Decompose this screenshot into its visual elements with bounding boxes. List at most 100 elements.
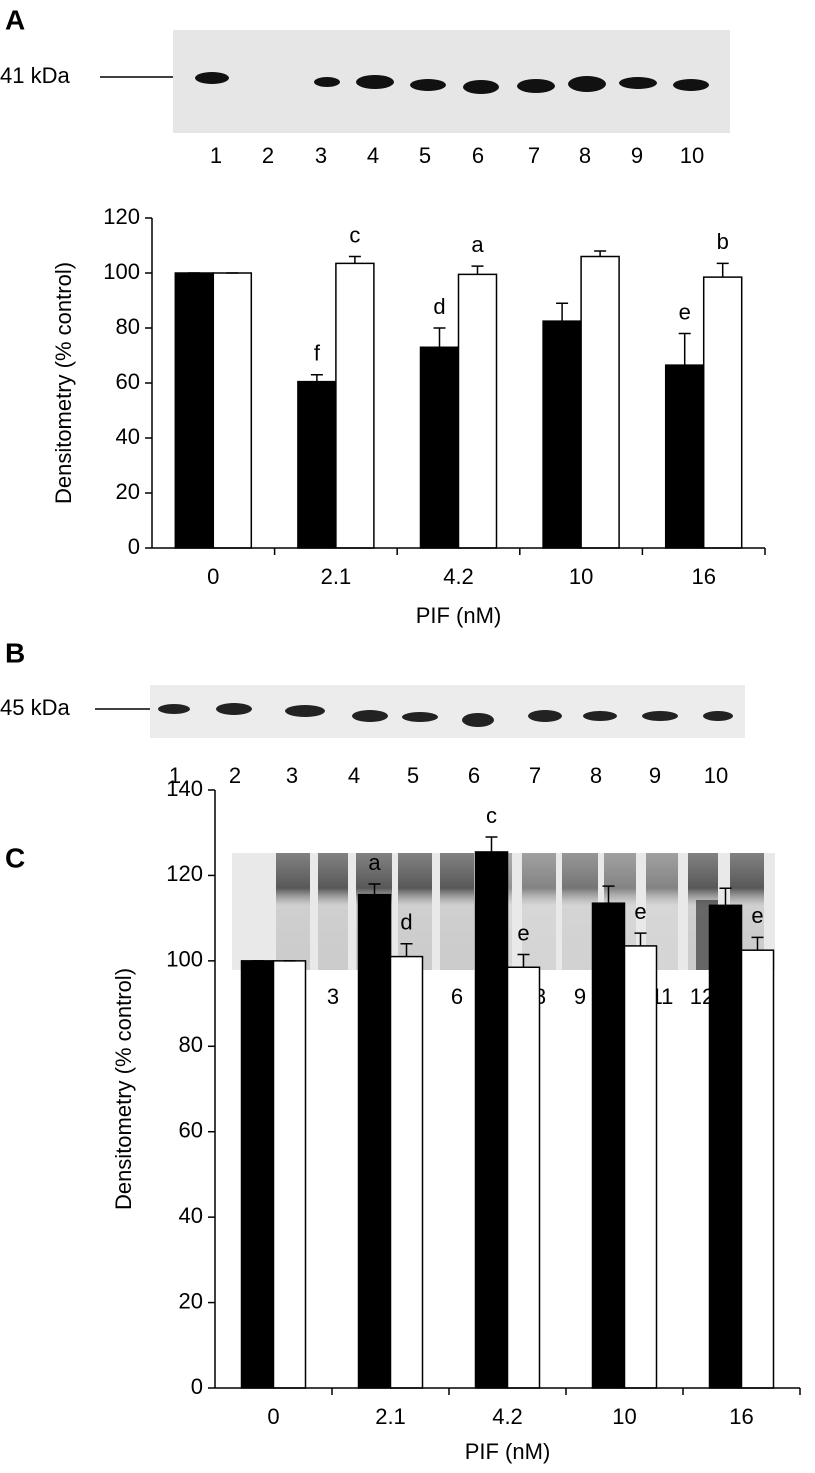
lane-label: 5 — [407, 763, 419, 788]
error-bar — [556, 302, 569, 322]
error-bar — [348, 255, 361, 264]
error-bar — [634, 932, 647, 946]
lane-label: 9 — [631, 143, 643, 168]
lane-label: 3 — [286, 763, 298, 788]
bar — [212, 272, 253, 549]
panel-label: B — [5, 637, 25, 668]
lane-label: 7 — [529, 763, 541, 788]
bar — [457, 273, 498, 549]
y-axis-label: Densitometry (% control) — [51, 262, 76, 504]
annotation: a — [471, 232, 484, 257]
bar — [591, 902, 626, 1389]
annotation: b — [717, 229, 729, 254]
x-axis-label: PIF (nM) — [465, 1439, 551, 1464]
annotation: c — [349, 222, 360, 247]
bar — [580, 255, 620, 549]
x-tick-label: 0 — [267, 1404, 279, 1429]
bar — [708, 904, 743, 1389]
error-bar — [433, 327, 446, 348]
bar — [623, 945, 658, 1389]
lane-label: 8 — [590, 763, 602, 788]
x-tick-label: 10 — [612, 1404, 636, 1429]
error-bar — [716, 262, 729, 278]
y-tick-label: 140 — [166, 776, 203, 801]
bar — [506, 966, 541, 1389]
annotation: c — [486, 803, 497, 828]
x-tick-label: 2.1 — [321, 564, 352, 589]
bar — [297, 380, 337, 549]
annotation: e — [517, 920, 529, 945]
panel-label: A — [5, 4, 25, 35]
lane-label: 1 — [210, 143, 222, 168]
error-bar — [751, 936, 764, 951]
marker-label: 41 kDa — [0, 63, 70, 88]
bar — [474, 851, 509, 1389]
x-tick-label: 4.2 — [492, 1404, 523, 1429]
lane-label: 3 — [327, 984, 339, 1009]
lane-label: 1 — [169, 763, 181, 788]
y-tick-label: 0 — [128, 534, 140, 559]
bar — [272, 960, 307, 1389]
bar — [240, 960, 275, 1389]
bar — [542, 320, 582, 549]
blot-a-bands — [195, 72, 709, 94]
y-tick-label: 40 — [116, 424, 140, 449]
lane-label: 3 — [315, 143, 327, 168]
lane-label: 2 — [229, 763, 241, 788]
panel-label: C — [5, 842, 25, 873]
y-axis-label: Densitometry (% control) — [111, 968, 136, 1210]
bar — [740, 949, 775, 1389]
annotation: e — [751, 903, 763, 928]
bar — [389, 955, 424, 1389]
bar — [664, 364, 705, 549]
x-tick-label: 2.1 — [375, 1404, 406, 1429]
annotation: d — [400, 910, 412, 935]
lane-label: 6 — [468, 763, 480, 788]
lane-label: 8 — [579, 143, 591, 168]
x-tick-label: 0 — [207, 564, 219, 589]
y-tick-label: 120 — [166, 861, 203, 886]
error-bar — [719, 887, 732, 906]
bar — [702, 276, 743, 549]
lane-label: 5 — [419, 143, 431, 168]
annotation: e — [634, 899, 646, 924]
y-tick-label: 20 — [179, 1288, 203, 1313]
bar — [419, 346, 460, 549]
error-bar — [400, 943, 413, 957]
lane-label: 6 — [451, 984, 463, 1009]
lane-label: 9 — [574, 984, 586, 1009]
lane-label: 2 — [262, 143, 274, 168]
blot-b-bands — [158, 703, 733, 727]
y-tick-label: 80 — [179, 1032, 203, 1057]
lane-label: 4 — [367, 143, 379, 168]
error-bar — [310, 374, 323, 382]
lane-label: 6 — [472, 143, 484, 168]
x-tick-label: 16 — [729, 1404, 753, 1429]
bar — [357, 893, 392, 1389]
marker-label: 45 kDa — [0, 695, 70, 720]
y-tick-label: 100 — [103, 259, 140, 284]
lane-label: 10 — [680, 143, 704, 168]
x-tick-label: 16 — [691, 564, 715, 589]
error-bar — [517, 953, 530, 968]
y-tick-label: 60 — [116, 369, 140, 394]
error-bar — [368, 883, 381, 895]
error-bar — [594, 250, 607, 257]
annotation: e — [679, 299, 691, 324]
error-bar — [602, 885, 615, 904]
x-tick-label: 4.2 — [443, 564, 474, 589]
bar — [335, 262, 375, 549]
lane-label: 9 — [649, 763, 661, 788]
y-tick-label: 0 — [191, 1374, 203, 1399]
y-tick-label: 20 — [116, 479, 140, 504]
annotation: a — [368, 850, 381, 875]
lane-label: 7 — [528, 143, 540, 168]
error-bar — [485, 836, 498, 852]
error-bar — [678, 332, 691, 366]
bar — [174, 272, 215, 549]
error-bar — [471, 265, 484, 275]
x-axis-label: PIF (nM) — [416, 603, 502, 628]
y-tick-label: 100 — [166, 947, 203, 972]
